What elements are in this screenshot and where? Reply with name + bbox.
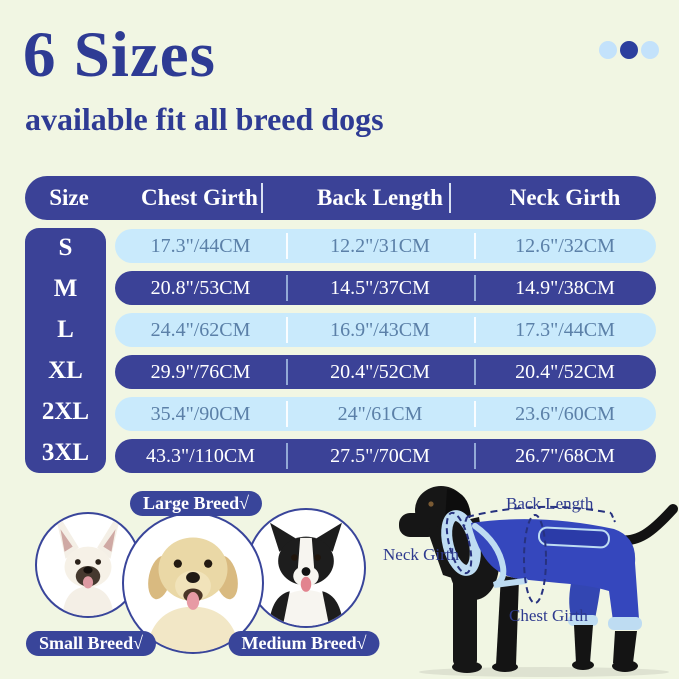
size-label: M [53, 275, 78, 303]
back-value: 27.5"/70CM [330, 444, 430, 467]
table-row-s: 17.3"/44CM 12.2"/31CM 12.6"/32CM [115, 229, 656, 263]
table-row-xl: 29.9"/76CM 20.4"/52CM 20.4"/52CM [115, 355, 656, 389]
row-divider [286, 275, 288, 301]
neck-value: 26.7"/68CM [515, 444, 615, 467]
row-divider [286, 233, 288, 259]
row-divider [474, 443, 476, 469]
dog-in-recovery-suit-icon [399, 486, 678, 677]
table-row-m: 20.8"/53CM 14.5"/37CM 14.9"/38CM [115, 271, 656, 305]
size-column: S M L XL 2XL 3XL [25, 228, 106, 473]
header-divider [261, 183, 263, 213]
column-header-back: Back Length [317, 185, 443, 210]
neck-girth-label: Neck Girth [383, 545, 460, 564]
chest-girth-label: Chest Girth [509, 606, 588, 625]
column-header-size: Size [49, 185, 89, 210]
row-divider [286, 317, 288, 343]
size-label: 2XL [41, 397, 90, 425]
column-header-chest: Chest Girth [141, 185, 258, 210]
size-label: S [58, 234, 73, 262]
back-value: 20.4"/52CM [330, 360, 430, 383]
header-divider [449, 183, 451, 213]
row-divider [474, 275, 476, 301]
chest-value: 24.4"/62CM [150, 318, 251, 341]
decorative-dots [599, 41, 659, 59]
row-divider [286, 359, 288, 385]
chest-value: 35.4"/90CM [150, 402, 251, 425]
large-breed-photo [122, 512, 264, 654]
row-divider [474, 401, 476, 427]
chest-value: 43.3"/110CM [145, 444, 256, 467]
back-value: 12.2"/31CM [330, 234, 430, 257]
row-divider [286, 401, 288, 427]
dot-icon [641, 41, 659, 59]
table-row-l: 24.4"/62CM 16.9"/43CM 17.3"/44CM [115, 313, 656, 347]
size-label: XL [48, 356, 83, 384]
column-header-neck: Neck Girth [509, 185, 621, 210]
row-divider [474, 233, 476, 259]
row-divider [474, 359, 476, 385]
border-collie-icon [268, 522, 344, 626]
neck-value: 23.6"/60CM [515, 402, 615, 425]
chest-value: 29.9"/76CM [150, 360, 251, 383]
chest-value: 20.8"/53CM [150, 276, 251, 299]
large-breed-label: Large Breed√ [129, 491, 263, 516]
back-value: 16.9"/43CM [330, 318, 430, 341]
measurement-diagram [389, 479, 679, 679]
size-table-header: Size Chest Girth Back Length Neck Girth [25, 176, 656, 220]
neck-value: 17.3"/44CM [515, 318, 615, 341]
row-divider [474, 317, 476, 343]
size-label: 3XL [41, 438, 90, 466]
row-divider [286, 443, 288, 469]
table-row-2xl: 35.4"/90CM 24"/61CM 23.6"/60CM [115, 397, 656, 431]
french-bulldog-icon [57, 520, 119, 616]
page-title: 6 Sizes [23, 19, 216, 91]
neck-value: 12.6"/32CM [515, 234, 615, 257]
neck-value: 14.9"/38CM [515, 276, 615, 299]
medium-breed-photo [246, 508, 366, 628]
back-length-label: Back Length [506, 494, 594, 513]
back-value: 24"/61CM [337, 402, 423, 425]
dot-icon [620, 41, 638, 59]
back-value: 14.5"/37CM [330, 276, 430, 299]
size-label: L [57, 316, 74, 344]
neck-value: 20.4"/52CM [515, 360, 615, 383]
medium-breed-label: Medium Breed√ [228, 631, 380, 656]
labrador-icon [146, 537, 240, 652]
table-row-3xl: 43.3"/110CM 27.5"/70CM 26.7"/68CM [115, 439, 656, 473]
small-breed-label: Small Breed√ [25, 631, 157, 656]
chest-value: 17.3"/44CM [150, 234, 251, 257]
dot-icon [599, 41, 617, 59]
page-subtitle: available fit all breed dogs [25, 101, 384, 137]
